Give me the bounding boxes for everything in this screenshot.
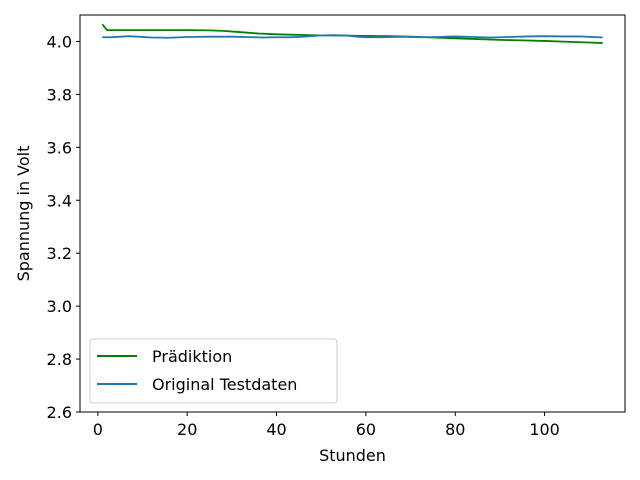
- x-tick-label: 100: [529, 420, 560, 439]
- y-axis-ticks: 2.6 2.8 3.0 3.2 3.4 3.6 3.8 4.0: [47, 32, 80, 422]
- x-tick-label: 40: [266, 420, 286, 439]
- series-line-0: [101, 23, 603, 44]
- legend: Prädiktion Original Testdaten: [89, 338, 338, 404]
- x-axis-ticks: 0 20 40 60 80 100: [93, 412, 560, 439]
- x-tick-label: 20: [177, 420, 197, 439]
- x-tick-label: 80: [445, 420, 465, 439]
- legend-box: [89, 338, 338, 404]
- y-tick-label: 4.0: [47, 32, 72, 51]
- plot-frame: [79, 14, 626, 413]
- y-tick-label: 3.8: [47, 85, 72, 104]
- x-axis-label: Stunden: [319, 446, 386, 465]
- x-tick-label: 0: [93, 420, 103, 439]
- y-axis-label: Spannung in Volt: [14, 146, 33, 282]
- y-tick-label: 3.2: [47, 244, 72, 263]
- series-lines: [101, 23, 603, 44]
- y-tick-label: 2.8: [47, 350, 72, 369]
- legend-label-original-testdaten: Original Testdaten: [152, 375, 297, 394]
- series-line-1: [102, 34, 603, 39]
- y-tick-label: 3.0: [47, 297, 72, 316]
- x-tick-label: 60: [356, 420, 376, 439]
- legend-label-pradiktion: Prädiktion: [152, 347, 232, 366]
- y-tick-label: 2.6: [47, 403, 72, 422]
- y-tick-label: 3.6: [47, 138, 72, 157]
- y-tick-label: 3.4: [47, 191, 72, 210]
